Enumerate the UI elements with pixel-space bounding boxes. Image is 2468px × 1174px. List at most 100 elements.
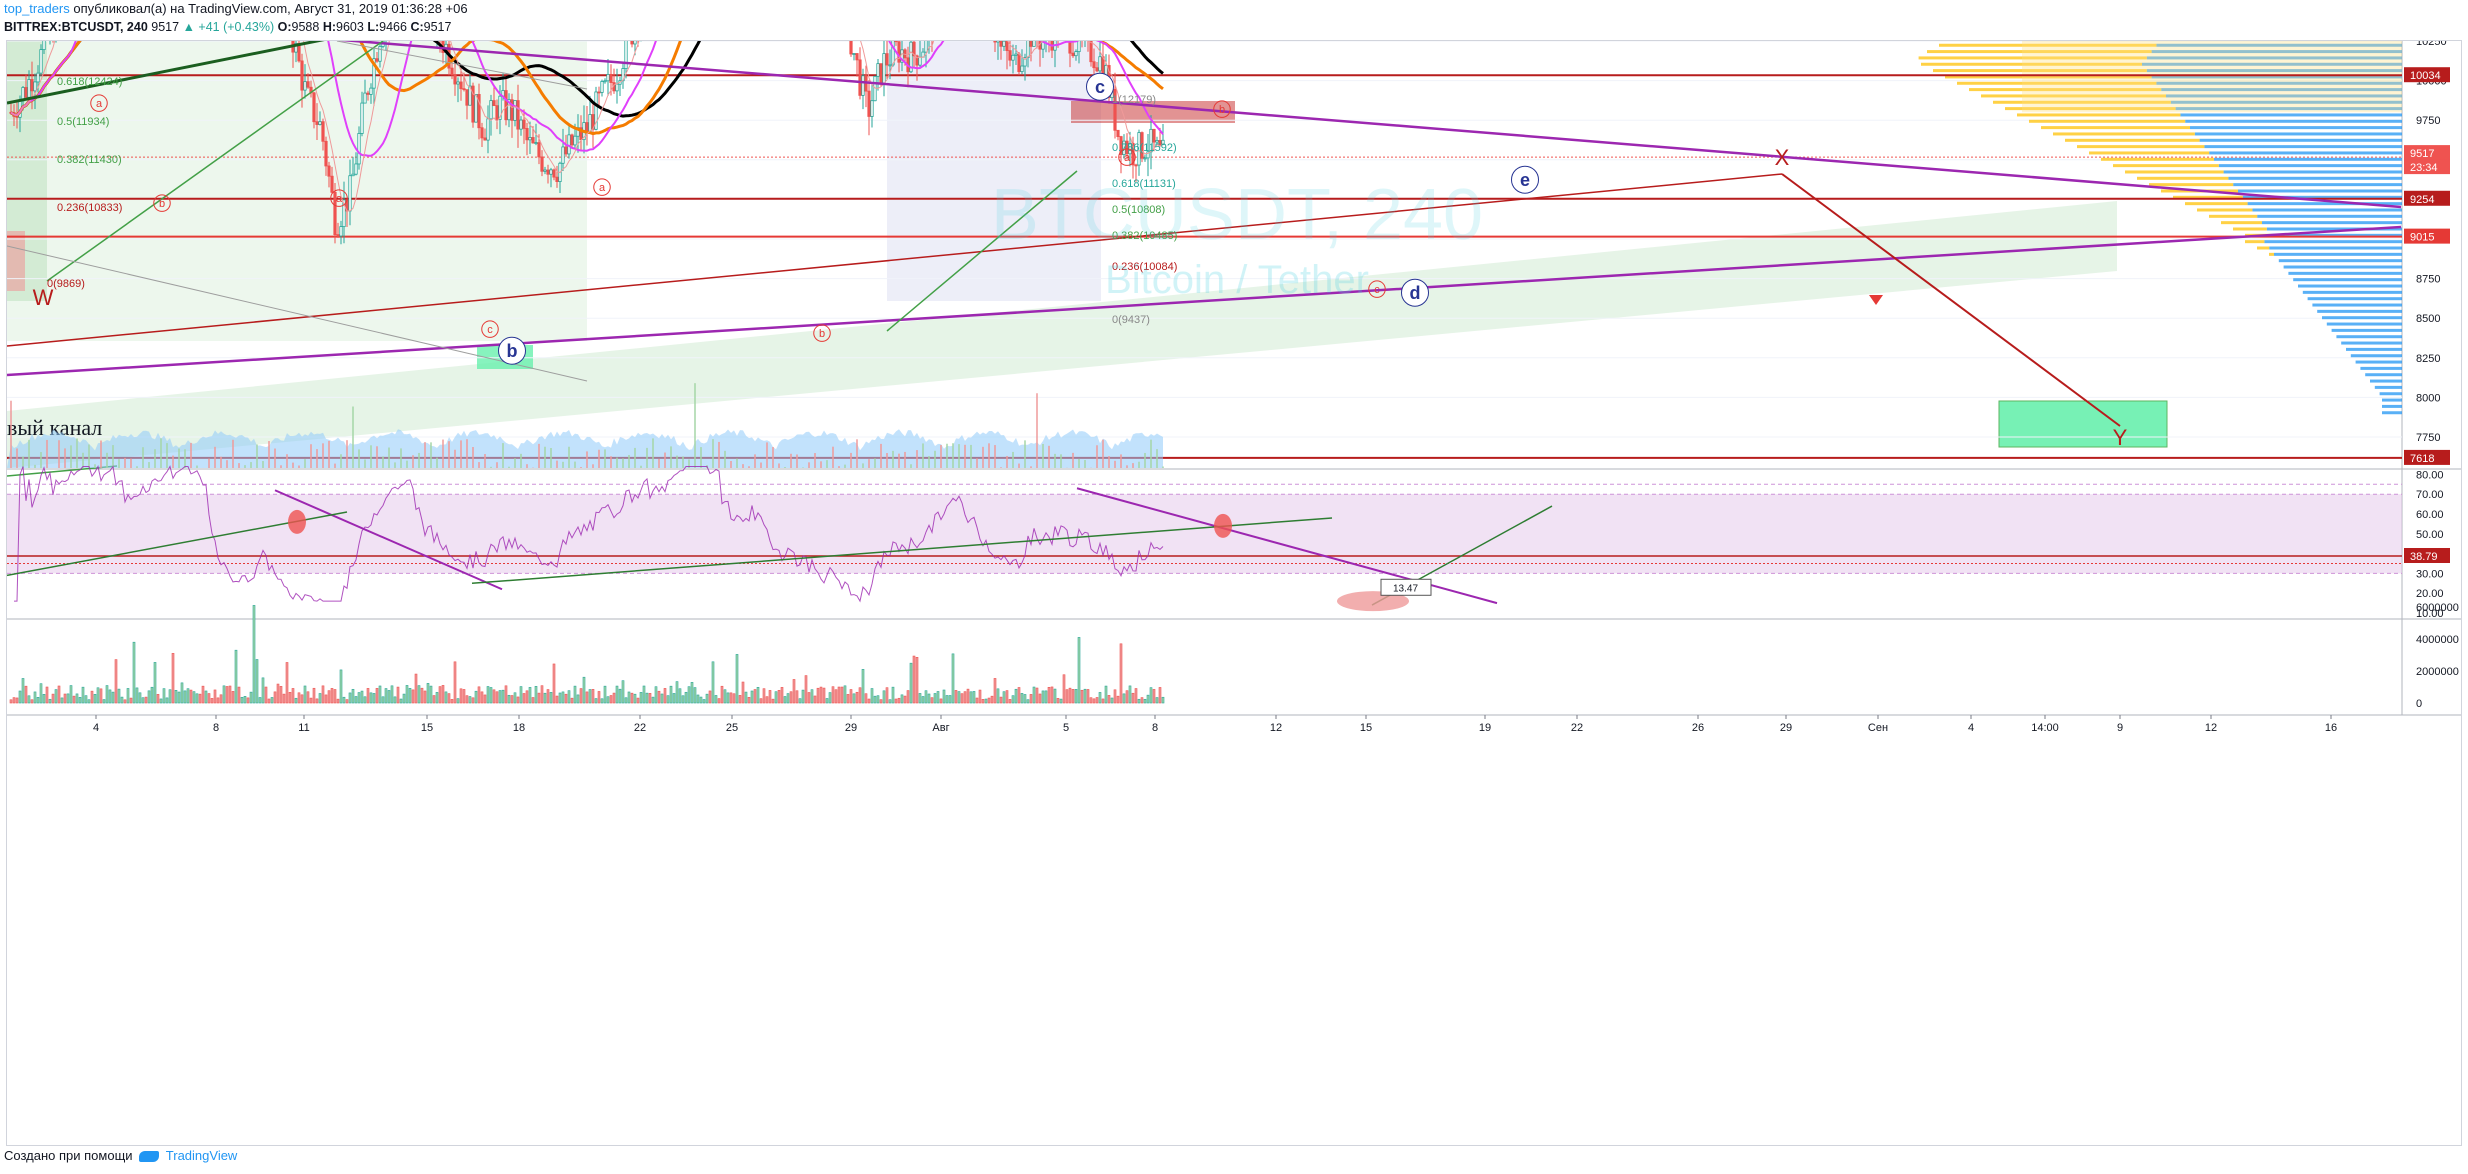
volume-profile-bar-blue xyxy=(2223,170,2402,174)
volume-profile-bar-orange xyxy=(2005,107,2176,111)
candle-body xyxy=(543,169,547,172)
volume-bar xyxy=(687,686,691,704)
volume-profile-bar-blue xyxy=(2156,43,2402,47)
volume-bar xyxy=(606,696,610,704)
price-tag xyxy=(2404,228,2450,244)
volume-bar xyxy=(795,690,799,704)
candle-body xyxy=(312,92,316,123)
volume-bar xyxy=(573,685,577,704)
candle-body xyxy=(294,43,298,53)
ma-short-line xyxy=(10,41,1164,212)
close-label: C: xyxy=(410,20,424,34)
candle-body xyxy=(357,133,361,165)
volume-bar xyxy=(675,681,679,704)
volume-bar xyxy=(228,685,232,704)
volume-bar xyxy=(765,696,769,704)
volume-bar xyxy=(12,697,16,704)
volume-bar xyxy=(159,698,163,704)
volume-profile-bar-blue xyxy=(2161,88,2402,92)
volume-bar xyxy=(36,697,40,704)
volume-bar xyxy=(621,680,625,704)
candle-body xyxy=(858,59,862,96)
volume-bar xyxy=(753,689,757,704)
volume-profile-bar-orange xyxy=(2221,221,2262,225)
volume-profile-bar-orange xyxy=(2269,252,2274,256)
candle-body xyxy=(915,55,919,66)
volume-profile-bar-blue xyxy=(2180,113,2402,117)
volume-bar xyxy=(477,686,481,704)
chart-svg[interactable]: 0.786(13061)0.618(12424)0.5(11934)0.382(… xyxy=(7,41,2461,1145)
rsi-tooltip xyxy=(1380,578,1432,596)
volume-bar xyxy=(81,686,85,704)
volume-bar xyxy=(717,698,721,704)
candle-body xyxy=(513,100,517,121)
volume-profile-bar-blue xyxy=(2146,69,2402,73)
rsi-axis-label: 60.00 xyxy=(2416,509,2444,521)
volume-bar xyxy=(690,682,694,704)
candle-body xyxy=(333,191,337,236)
volume-bar xyxy=(273,691,277,704)
candle-body xyxy=(324,140,328,167)
candle-body xyxy=(1089,41,1093,63)
volume-bar xyxy=(918,693,922,704)
volume-bar xyxy=(525,690,529,704)
candle-body xyxy=(1014,53,1018,56)
volume-bar xyxy=(129,697,133,704)
volume-bar xyxy=(624,697,628,704)
fib-level-label: 0.382(11430) xyxy=(57,154,122,166)
volume-bar xyxy=(1053,688,1057,704)
time-axis-label: 15 xyxy=(421,722,433,734)
candle-body xyxy=(570,134,574,146)
volume-bar xyxy=(537,692,541,704)
volume-bar xyxy=(267,698,271,704)
time-axis-label: 19 xyxy=(1479,722,1491,734)
candle-body xyxy=(1002,41,1006,47)
volume-profile-bar-blue xyxy=(2269,246,2402,250)
candle-body xyxy=(531,137,535,144)
volume-bar xyxy=(462,689,466,704)
resistance-box xyxy=(1071,101,1235,123)
volume-profile-bar-blue xyxy=(2274,252,2402,256)
volume-profile-bar-blue xyxy=(2204,145,2402,149)
rsi-marker-low xyxy=(1337,591,1409,612)
volume-bar xyxy=(684,691,688,704)
volume-bar xyxy=(540,685,544,704)
volume-bar xyxy=(441,685,445,704)
trendline-green xyxy=(46,41,385,282)
volume-bar xyxy=(564,693,568,704)
volume-bar xyxy=(1008,699,1012,704)
volume-profile-bar-blue xyxy=(2382,411,2402,415)
volume-profile-bar-orange xyxy=(2137,176,2229,180)
volume-bar xyxy=(459,688,463,704)
volume-bar xyxy=(663,688,667,704)
volume-bar xyxy=(234,649,238,704)
volume-bar xyxy=(1110,697,1114,704)
volume-bar xyxy=(204,690,208,704)
candle-body xyxy=(1041,41,1045,50)
candle-body xyxy=(480,127,484,139)
volume-bar xyxy=(897,697,901,704)
chart-container[interactable]: 0.786(13061)0.618(12424)0.5(11934)0.382(… xyxy=(6,40,2462,1146)
wave-label: X xyxy=(1775,145,1790,170)
candle-body xyxy=(1026,41,1030,59)
volume-bar xyxy=(630,692,634,704)
volume-bar xyxy=(489,687,493,704)
volume-bar xyxy=(549,692,553,704)
price-axis-label: 7750 xyxy=(2416,432,2440,444)
volume-profile-bar-orange xyxy=(2113,164,2219,168)
volume-bar xyxy=(567,690,571,704)
volume-profile-bar-orange xyxy=(2089,151,2210,155)
volume-profile-bar-orange xyxy=(2041,126,2190,130)
wave-label: b xyxy=(819,328,825,340)
volume-profile-bar-orange xyxy=(1957,81,2157,85)
candle-body xyxy=(1020,65,1024,73)
tradingview-link[interactable]: TradingView xyxy=(165,1148,238,1163)
volume-bar xyxy=(831,686,835,704)
volume-bar xyxy=(165,697,169,704)
open-label: O: xyxy=(277,20,292,34)
wave-label-circle xyxy=(153,194,171,212)
volume-bar xyxy=(726,692,730,704)
candle-body xyxy=(1134,164,1138,167)
author-link[interactable]: top_traders xyxy=(4,1,70,16)
